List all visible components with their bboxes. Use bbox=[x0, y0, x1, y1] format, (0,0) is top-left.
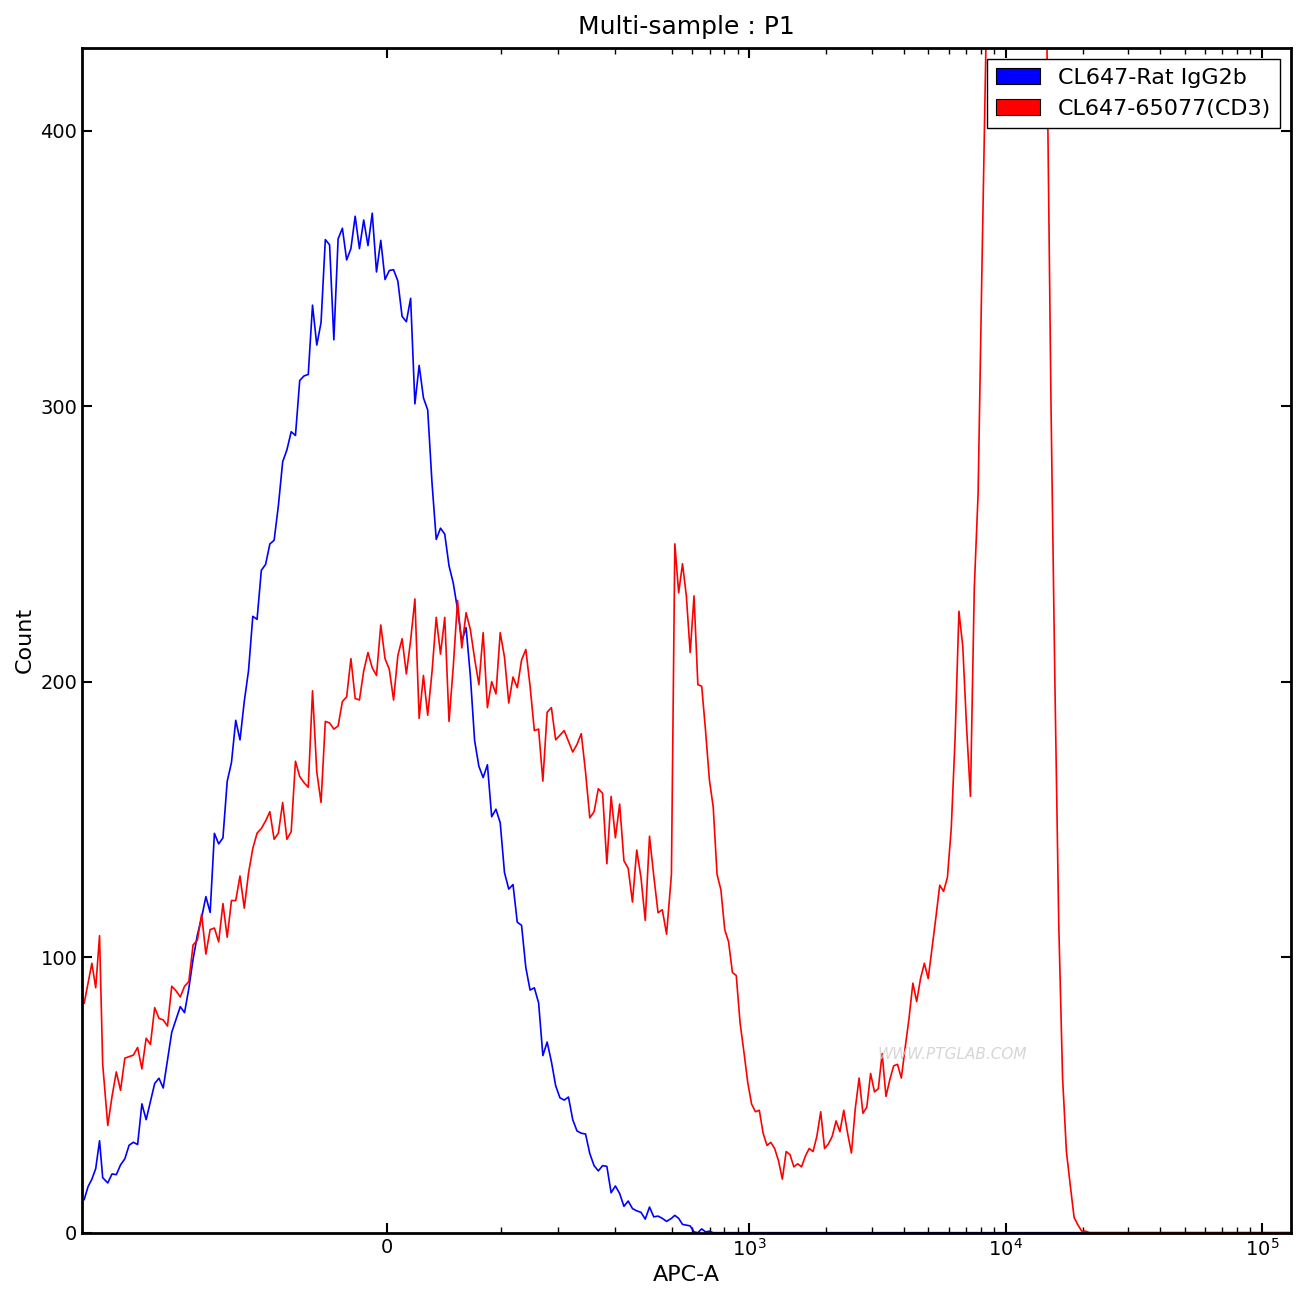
CL647-Rat IgG2b bbox=[690, 1225, 705, 1240]
CL647-Rat IgG2b bbox=[1109, 1225, 1124, 1240]
CL647-Rat IgG2b bbox=[1182, 1225, 1198, 1240]
Y-axis label: Count: Count bbox=[14, 607, 35, 673]
Text: WWW.PTGLAB.COM: WWW.PTGLAB.COM bbox=[878, 1048, 1028, 1062]
Line: CL647-Rat IgG2b: CL647-Rat IgG2b bbox=[84, 213, 1289, 1232]
CL647-65077(CD3) bbox=[80, 975, 95, 991]
CL647-65077(CD3) bbox=[812, 1104, 828, 1119]
CL647-Rat IgG2b bbox=[820, 1225, 836, 1240]
CL647-65077(CD3) bbox=[1182, 1225, 1198, 1240]
CL647-65077(CD3) bbox=[816, 1140, 832, 1156]
CL647-65077(CD3) bbox=[76, 996, 91, 1011]
Title: Multi-sample : P1: Multi-sample : P1 bbox=[579, 16, 795, 39]
CL647-Rat IgG2b bbox=[844, 1225, 859, 1240]
CL647-Rat IgG2b bbox=[80, 1179, 95, 1195]
CL647-65077(CD3) bbox=[1081, 1225, 1097, 1240]
CL647-65077(CD3) bbox=[836, 1102, 852, 1118]
CL647-Rat IgG2b bbox=[76, 1192, 91, 1208]
CL647-Rat IgG2b bbox=[824, 1225, 840, 1240]
CL647-65077(CD3) bbox=[1109, 1225, 1124, 1240]
Line: CL647-65077(CD3): CL647-65077(CD3) bbox=[84, 0, 1289, 1232]
CL647-65077(CD3) bbox=[1281, 1225, 1297, 1240]
Legend: CL647-Rat IgG2b, CL647-65077(CD3): CL647-Rat IgG2b, CL647-65077(CD3) bbox=[986, 58, 1280, 127]
X-axis label: APC-A: APC-A bbox=[653, 1265, 720, 1284]
CL647-Rat IgG2b bbox=[364, 205, 380, 221]
CL647-Rat IgG2b bbox=[1281, 1225, 1297, 1240]
